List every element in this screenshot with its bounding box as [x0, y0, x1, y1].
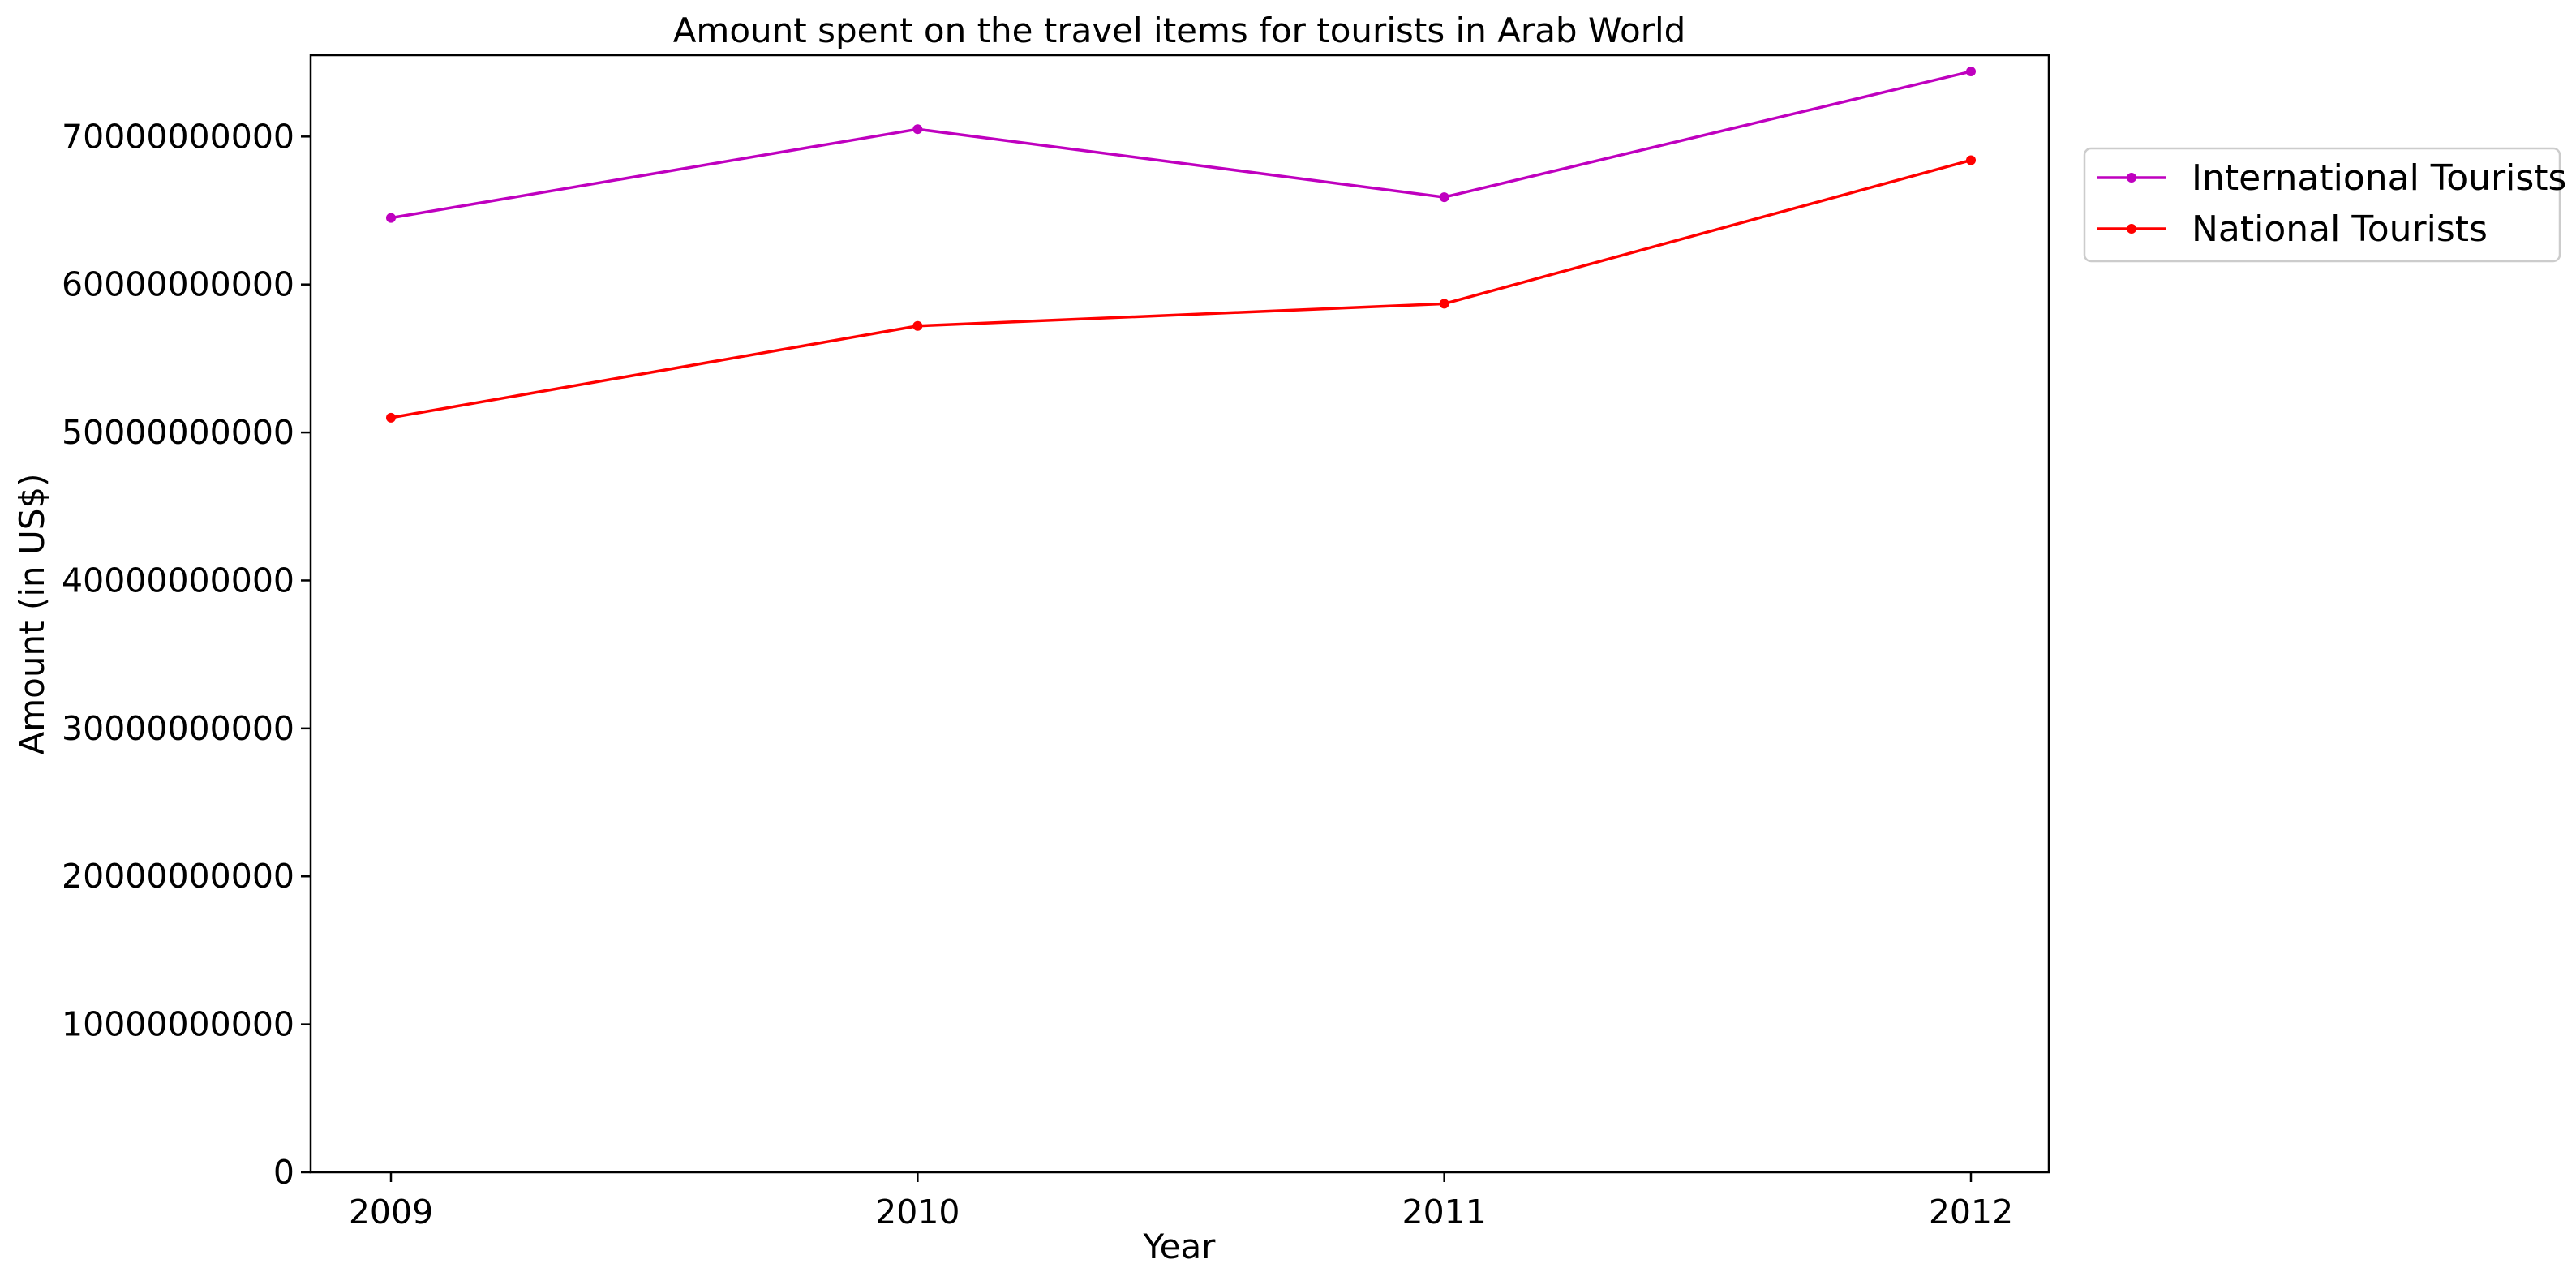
y-tick-label: 30000000000 — [62, 709, 294, 748]
legend-label-international-tourists: International Tourists — [2192, 157, 2566, 199]
x-axis-label: Year — [1143, 1227, 1217, 1266]
data-point-national-tourists — [386, 412, 396, 423]
x-axis: 2009 2010 2011 2012 — [349, 1172, 2013, 1232]
chart-title: Amount spent on the travel items for tou… — [673, 11, 1686, 50]
x-tick-label: 2009 — [349, 1193, 433, 1232]
data-point-international-tourists — [1439, 192, 1449, 203]
plot-frame — [309, 54, 2050, 1174]
data-point-national-tourists — [912, 320, 923, 331]
legend-label-national-tourists: National Tourists — [2192, 208, 2488, 250]
y-tick-label: 10000000000 — [62, 1005, 294, 1044]
series-line-national-tourists — [390, 158, 1972, 419]
y-tick-label: 60000000000 — [62, 265, 294, 304]
legend-marker-national-tourists — [2127, 224, 2136, 234]
legend: International Tourists National Tourists — [2083, 147, 2566, 263]
legend-frame — [2083, 147, 2561, 263]
x-tick-label: 2011 — [1402, 1193, 1486, 1232]
y-tick-label: 50000000000 — [62, 413, 294, 452]
legend-marker-international-tourists — [2127, 173, 2136, 183]
y-tick-label: 70000000000 — [62, 117, 294, 156]
x-tick-label: 2012 — [1929, 1193, 2013, 1232]
plot-area — [386, 67, 1976, 423]
data-point-international-tourists — [386, 213, 396, 223]
data-point-international-tourists — [1966, 67, 1976, 77]
data-point-national-tourists — [1966, 155, 1976, 165]
y-tick-label: 20000000000 — [62, 857, 294, 896]
x-tick-label: 2010 — [875, 1193, 960, 1232]
legend-items: International Tourists National Tourists — [2097, 157, 2566, 250]
series-line-international-tourists — [390, 70, 1972, 220]
y-tick-label: 0 — [273, 1153, 294, 1192]
y-tick-label: 40000000000 — [62, 561, 294, 600]
y-axis: 0 10000000000 20000000000 30000000000 400000… — [62, 117, 311, 1192]
y-axis-label: Amount (in US$) — [12, 474, 52, 755]
data-point-international-tourists — [912, 124, 923, 135]
data-point-national-tourists — [1439, 299, 1449, 309]
